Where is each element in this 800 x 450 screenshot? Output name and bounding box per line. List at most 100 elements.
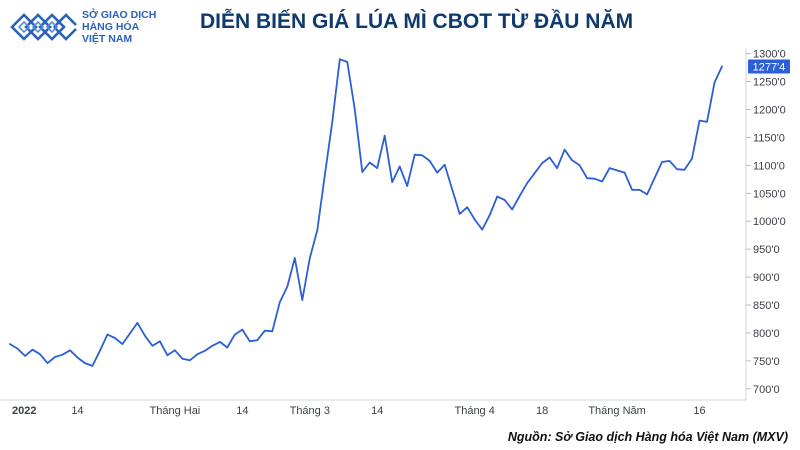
data-point (219, 341, 221, 343)
data-point (593, 177, 596, 180)
data-point (84, 362, 86, 364)
data-point (691, 157, 693, 160)
data-point (99, 350, 101, 352)
data-point (721, 65, 723, 68)
data-point (466, 206, 469, 208)
last-value-badge (748, 59, 790, 74)
data-point (241, 328, 244, 331)
data-point (106, 333, 109, 336)
logo-line-1: SỞ GIAO DỊCH (82, 9, 157, 21)
data-point (69, 349, 71, 352)
data-point (608, 167, 611, 169)
data-point (503, 199, 506, 201)
data-point (204, 350, 206, 352)
data-point (346, 61, 349, 63)
y-tick-label: 800'0 (753, 328, 780, 340)
data-point (511, 208, 513, 211)
y-tick-label: 1150'0 (753, 132, 785, 144)
data-point (623, 171, 626, 174)
data-point (368, 161, 371, 164)
data-point (249, 340, 251, 343)
y-tick-label: 1000'0 (753, 216, 786, 228)
data-point (383, 134, 386, 137)
price-series-line (9, 58, 723, 367)
y-tick-label: 1100'0 (753, 160, 785, 172)
x-tick-label: 14 (236, 405, 248, 417)
data-point (428, 160, 431, 162)
data-point (136, 322, 139, 324)
data-point (16, 347, 19, 350)
data-point (578, 164, 581, 167)
data-point (488, 214, 491, 216)
data-point (443, 164, 446, 166)
source-note: Nguồn: Sở Giao dịch Hàng hóa Việt Nam (M… (507, 430, 788, 444)
data-point (279, 301, 281, 304)
data-point (151, 345, 154, 347)
data-point (316, 229, 319, 231)
data-point (324, 174, 326, 177)
data-point (196, 353, 199, 356)
data-point (189, 359, 191, 362)
y-tick-label: 900'0 (753, 272, 780, 284)
data-point (458, 213, 461, 215)
data-point (309, 257, 311, 259)
y-tick-label: 700'0 (753, 384, 780, 396)
data-point (256, 339, 259, 342)
data-point (376, 167, 379, 169)
data-point (586, 177, 588, 179)
x-tick-label: 2022 (12, 405, 36, 417)
data-point (76, 356, 79, 359)
data-point (638, 189, 641, 191)
data-point (406, 185, 409, 187)
x-tick-label: Tháng 4 (454, 405, 494, 417)
chart-title: DIỄN BIẾN GIÁ LÚA MÌ CBOT TỪ ĐẦU NĂM (200, 10, 634, 33)
data-point (526, 182, 528, 184)
logo: SỞ GIAO DỊCH HÀNG HÓA VIỆT NAM (8, 6, 158, 48)
logo-line-3: VIỆT NAM (82, 33, 133, 45)
data-point (271, 330, 274, 333)
data-point (533, 172, 536, 174)
y-tick-label: 1250'0 (753, 77, 786, 89)
data-point (556, 167, 558, 169)
data-point (294, 257, 296, 259)
data-point (264, 329, 266, 332)
data-point (413, 153, 416, 156)
data-point (451, 188, 454, 191)
data-point (61, 353, 64, 356)
data-point (121, 343, 124, 345)
data-point (46, 362, 49, 364)
x-tick-label: 14 (371, 405, 383, 417)
data-point (676, 168, 678, 170)
data-point (354, 108, 356, 111)
data-point (473, 218, 476, 221)
data-point (436, 171, 439, 174)
data-point (601, 180, 603, 183)
data-point (144, 334, 146, 337)
data-point (661, 161, 663, 163)
x-tick-label: Tháng Hai (150, 405, 201, 417)
logo-mark-icon (10, 13, 77, 41)
y-tick-label: 950'0 (753, 244, 780, 256)
data-point (631, 189, 633, 191)
data-point (39, 353, 41, 356)
x-tick-label: Tháng 3 (290, 405, 330, 417)
y-tick-label: 850'0 (753, 300, 780, 312)
data-point (391, 181, 394, 183)
data-point (421, 154, 424, 157)
data-point (361, 171, 364, 173)
data-point (713, 81, 716, 84)
y-tick-label: 1050'0 (753, 188, 786, 200)
data-point (518, 195, 521, 197)
data-point (548, 156, 551, 159)
data-point (129, 332, 131, 335)
data-point (234, 333, 236, 336)
data-point (91, 365, 94, 367)
data-point (226, 346, 229, 349)
data-point (698, 119, 701, 122)
data-point (54, 356, 56, 358)
data-point (24, 355, 26, 357)
data-point (174, 349, 176, 352)
data-point (166, 354, 169, 357)
data-point (211, 345, 214, 347)
